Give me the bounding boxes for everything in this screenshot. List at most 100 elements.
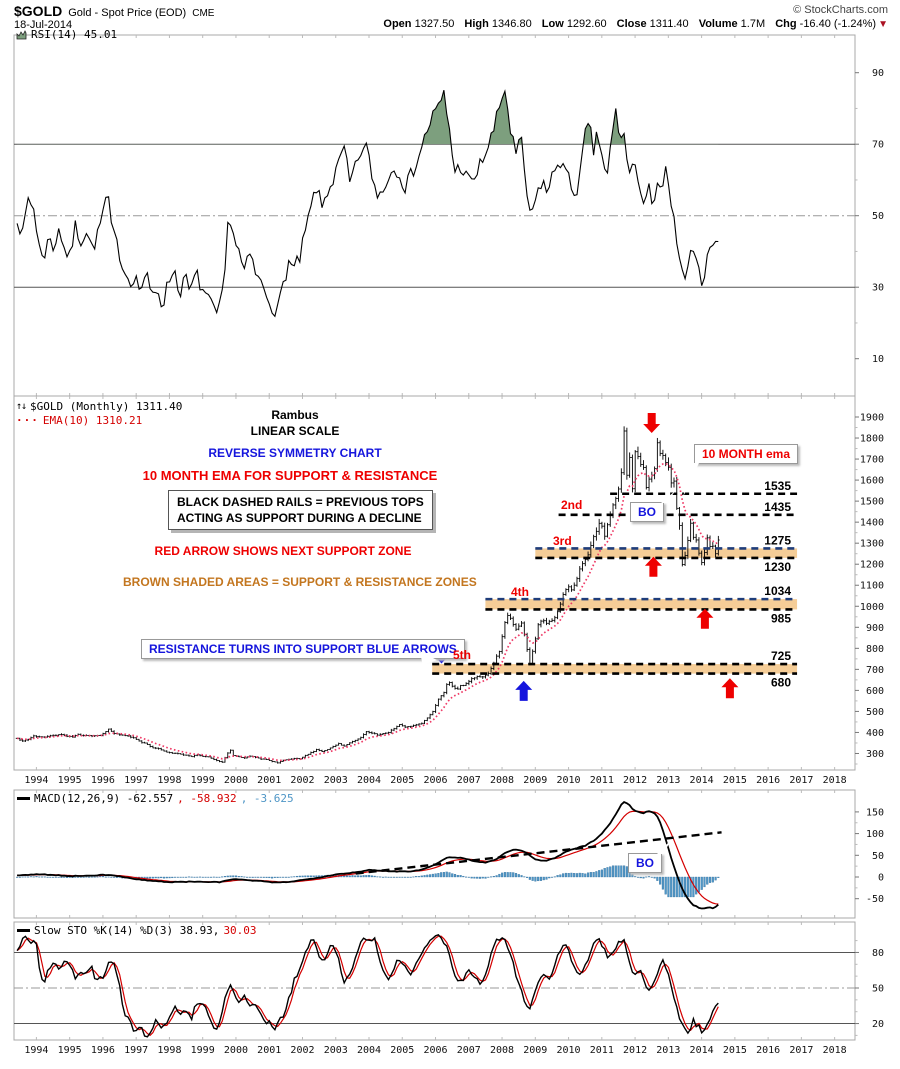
black-rails-note-box: BLACK DASHED RAILS = PREVIOUS TOPS ACTIN… bbox=[168, 490, 433, 530]
svg-text:2013: 2013 bbox=[656, 1045, 680, 1056]
svg-text:2006: 2006 bbox=[423, 775, 447, 786]
svg-text:2001: 2001 bbox=[257, 1045, 281, 1056]
svg-text:2011: 2011 bbox=[590, 1045, 614, 1056]
red-arrow-up bbox=[696, 608, 714, 629]
high-value: 1346.80 bbox=[491, 18, 532, 30]
brown-zones-note: BROWN SHADED AREAS = SUPPORT & RESISTANC… bbox=[123, 575, 477, 589]
chg-down-triangle-icon: ▼ bbox=[878, 19, 888, 30]
svg-text:2010: 2010 bbox=[557, 1045, 581, 1056]
sto-line-swatch-icon bbox=[17, 929, 30, 932]
rail-label: 1230 bbox=[764, 560, 791, 574]
svg-text:2012: 2012 bbox=[623, 775, 647, 786]
low-value: 1292.60 bbox=[566, 18, 607, 30]
rail-label: 1034 bbox=[764, 584, 791, 598]
blue-arrow-up bbox=[515, 680, 533, 701]
panel-border-macd bbox=[13, 789, 856, 919]
x-axis-sto: 1994 1995 1996 1997 1998 1999 2000 2001 2002 2003… bbox=[24, 1045, 846, 1056]
close-label: Close bbox=[616, 18, 647, 30]
ten-month-ema-callout: 10 MONTH ema bbox=[694, 444, 799, 464]
svg-text:2005: 2005 bbox=[390, 1045, 414, 1056]
svg-text:2008: 2008 bbox=[490, 775, 514, 786]
svg-text:2015: 2015 bbox=[723, 775, 747, 786]
svg-text:2004: 2004 bbox=[357, 775, 381, 786]
svg-text:50: 50 bbox=[872, 851, 884, 862]
volume-value: 1.7M bbox=[740, 18, 766, 30]
ema-legend: ··· EMA(10) 1310.21 bbox=[16, 414, 142, 427]
svg-text:2018: 2018 bbox=[823, 775, 847, 786]
svg-text:2000: 2000 bbox=[224, 1045, 248, 1056]
resistance-support-callout: RESISTANCE TURNS INTO SUPPORT BLUE ARROW… bbox=[141, 639, 465, 659]
panel-border-price bbox=[13, 395, 856, 771]
updown-arrows-icon: ↑↓ bbox=[16, 401, 27, 412]
y-axis-price: 1900 1800 1700 1600 1500 1400 1300 1200 1100 1000… bbox=[855, 413, 884, 765]
rail-label: 725 bbox=[771, 649, 791, 663]
svg-text:2006: 2006 bbox=[423, 1045, 447, 1056]
red-arrow-down bbox=[643, 413, 661, 433]
svg-text:700: 700 bbox=[866, 665, 884, 676]
rail-label: 1535 bbox=[764, 479, 791, 493]
svg-text:2014: 2014 bbox=[690, 1045, 714, 1056]
low-label: Low bbox=[541, 18, 564, 30]
macd-signal-line bbox=[17, 810, 719, 905]
svg-text:1300: 1300 bbox=[860, 539, 884, 550]
sto-d-value: 30.03 bbox=[223, 924, 257, 937]
rsi-label: RSI(14) 45.01 bbox=[31, 28, 118, 41]
svg-text:1100: 1100 bbox=[860, 581, 884, 592]
svg-text:2016: 2016 bbox=[756, 775, 780, 786]
svg-text:1997: 1997 bbox=[124, 775, 148, 786]
breakout-callout-main: BO bbox=[630, 502, 664, 522]
svg-text:2000: 2000 bbox=[224, 775, 248, 786]
red-arrow-up bbox=[721, 678, 739, 699]
svg-text:1995: 1995 bbox=[58, 775, 82, 786]
macd-label: MACD(12,26,9) -62.557 bbox=[34, 792, 174, 805]
svg-text:2008: 2008 bbox=[490, 1045, 514, 1056]
red-arrow-up bbox=[644, 556, 662, 577]
svg-text:150: 150 bbox=[866, 807, 884, 818]
macd-line-swatch-icon bbox=[17, 797, 30, 800]
rail-ordinal-5th: 5th bbox=[453, 648, 471, 662]
svg-text:2009: 2009 bbox=[523, 775, 547, 786]
linear-scale-label: LINEAR SCALE bbox=[250, 424, 340, 438]
svg-text:2002: 2002 bbox=[290, 1045, 314, 1056]
red-arrow-note: RED ARROW SHOWS NEXT SUPPORT ZONE bbox=[154, 544, 412, 558]
rail-label: 680 bbox=[771, 676, 791, 690]
svg-text:1200: 1200 bbox=[860, 560, 884, 571]
open-label: Open bbox=[383, 18, 412, 30]
support-zone bbox=[535, 548, 798, 558]
rsi-line bbox=[16, 89, 719, 318]
stockcharts-credit: © StockCharts.com bbox=[793, 4, 888, 16]
macd-hist-value: , -3.625 bbox=[240, 792, 294, 805]
x-axis-main: 1994 1995 1996 1997 1998 1999 2000 2001 2002 2003… bbox=[24, 775, 846, 786]
chg-value: -16.40 (-1.24%) bbox=[799, 18, 877, 30]
svg-text:2015: 2015 bbox=[723, 1045, 747, 1056]
symbol: $GOLD bbox=[14, 3, 63, 19]
svg-text:2004: 2004 bbox=[357, 1045, 381, 1056]
svg-text:1700: 1700 bbox=[860, 455, 884, 466]
svg-text:100: 100 bbox=[866, 829, 884, 840]
svg-text:2014: 2014 bbox=[690, 775, 714, 786]
svg-text:70: 70 bbox=[872, 140, 884, 151]
panel-border-sto bbox=[13, 921, 856, 1041]
macd-histogram bbox=[16, 865, 720, 898]
macd-line bbox=[17, 801, 719, 910]
svg-text:2003: 2003 bbox=[324, 1045, 348, 1056]
svg-text:1994: 1994 bbox=[24, 775, 48, 786]
svg-text:500: 500 bbox=[866, 707, 884, 718]
svg-text:1900: 1900 bbox=[860, 413, 884, 424]
chg-label: Chg bbox=[775, 18, 797, 30]
svg-text:1998: 1998 bbox=[157, 1045, 181, 1056]
svg-text:30: 30 bbox=[872, 283, 884, 294]
sto-legend: Slow STO %K(14) %D(3) 38.93, 30.03 bbox=[17, 924, 257, 937]
svg-text:50: 50 bbox=[872, 211, 884, 222]
svg-text:2018: 2018 bbox=[823, 1045, 847, 1056]
svg-text:2007: 2007 bbox=[457, 1045, 481, 1056]
symbol-description: Gold - Spot Price (EOD) bbox=[68, 7, 187, 19]
quote-bar: Open 1327.50 High 1346.80 Low 1292.60 Cl… bbox=[376, 18, 888, 30]
svg-text:1995: 1995 bbox=[58, 1045, 82, 1056]
rsi-overbought-fill bbox=[365, 90, 626, 145]
y-axis-rsi: 90 70 50 30 10 bbox=[855, 68, 884, 365]
macd-legend: MACD(12,26,9) -62.557, -58.932, -3.625 bbox=[17, 792, 294, 805]
sto-k-line bbox=[16, 933, 719, 1038]
svg-text:0: 0 bbox=[878, 873, 884, 884]
rsi-legend: RSI(14) 45.01 bbox=[16, 28, 117, 41]
